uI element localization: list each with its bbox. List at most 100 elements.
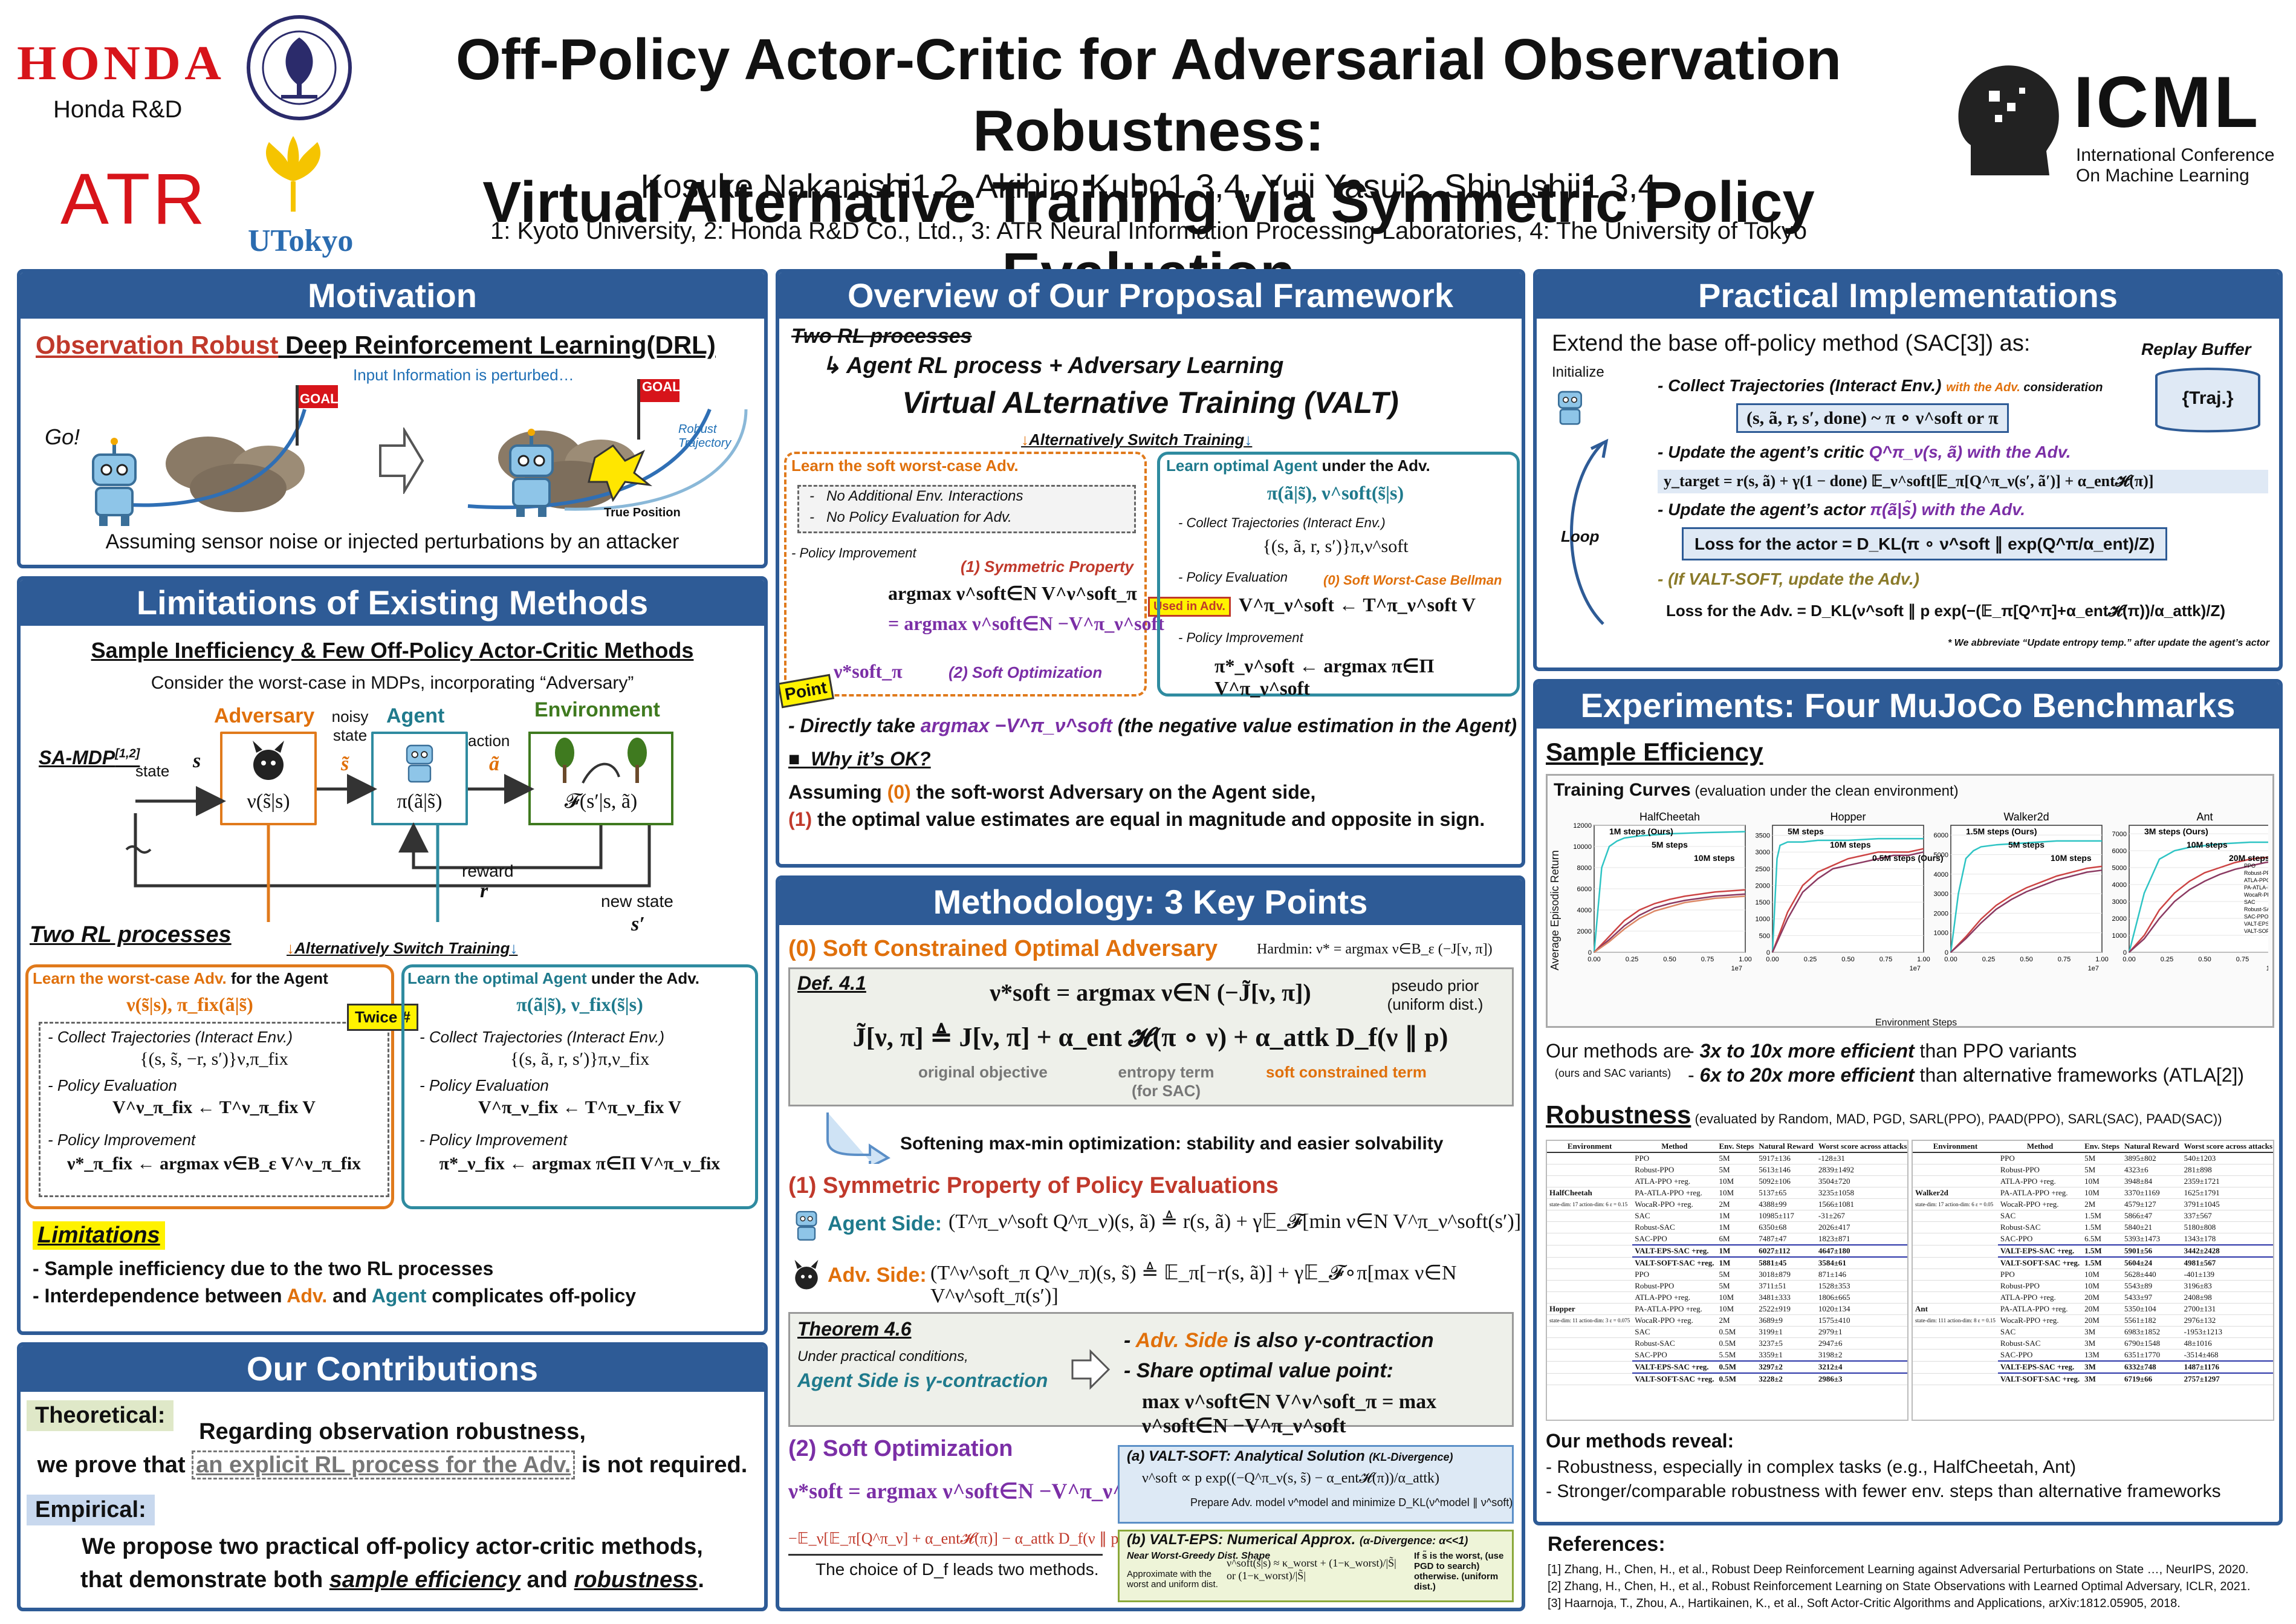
left-imp: ν*_π_fix ← argmax ν∈B_ε V^ν_π_fix bbox=[66, 1154, 362, 1174]
table-header: Worst score across attacks bbox=[1815, 1141, 1907, 1153]
table-cell bbox=[1913, 1326, 1998, 1338]
efficiency-result-1: - 3x to 10x more efficient than PPO vari… bbox=[1688, 1040, 2077, 1062]
y-tick-label: 0 bbox=[2123, 949, 2127, 957]
table-row: VALT-EPS-SAC +reg. 0.5M 3297±2 3212±4 bbox=[1547, 1360, 1907, 1374]
table-cell: 5350±104 bbox=[2121, 1303, 2182, 1315]
no-add-2-text: No Policy Evaluation for Adv. bbox=[826, 509, 1012, 525]
critic-b: Q^π_ν(s, ã) with the Adv. bbox=[1869, 443, 2071, 461]
table-cell bbox=[1547, 1349, 1633, 1362]
table-cell: 1M bbox=[1716, 1210, 1757, 1222]
contributions-heading: Our Contributions bbox=[21, 1346, 764, 1392]
assume1-a: Assuming bbox=[788, 781, 887, 803]
table-cell: 2M bbox=[2082, 1198, 2122, 1210]
motivation-heading: Motivation bbox=[21, 273, 764, 319]
table-cell: 5M bbox=[1716, 1152, 1757, 1164]
soft-constrained-label: soft constrained term bbox=[1266, 1063, 1427, 1081]
def-eq-2: J̃[ν, π] ≜ J[ν, π] + α_ent 𝓗(π ∘ ν) + α_… bbox=[852, 1022, 1448, 1052]
legend-entry: PPO bbox=[2244, 863, 2255, 869]
table-cell: 6350±68 bbox=[1756, 1221, 1816, 1233]
y-tick-label: 6000 bbox=[1577, 886, 1592, 893]
table-cell: 2359±1721 bbox=[2181, 1175, 2273, 1187]
directly-b: argmax −V^π_ν^soft bbox=[920, 715, 1112, 736]
table-cell: 6790±1548 bbox=[2121, 1337, 2182, 1350]
table-row: Robust-SAC 1.5M 5840±21 5180±808 bbox=[1913, 1221, 2273, 1233]
x-tick-label: 0.50 bbox=[1841, 956, 1854, 963]
chart-annotation: 0.5M steps (Ours) bbox=[1872, 853, 1943, 863]
robustness-sub: (evaluated by Random, MAD, PGD, SARL(PPO… bbox=[1691, 1111, 2222, 1126]
th-line2-b: an explicit RL process for the Adv. bbox=[192, 1450, 576, 1479]
table-cell bbox=[1913, 1233, 1998, 1246]
kyoto-university-seal bbox=[247, 15, 352, 120]
table-cell bbox=[1547, 1291, 1633, 1304]
table-row: SAC 1.5M 5866±47 337±567 bbox=[1913, 1210, 2273, 1222]
table-cell: 5840±21 bbox=[2121, 1221, 2182, 1233]
table-cell bbox=[1913, 1245, 1998, 1258]
valt-soft-box bbox=[1118, 1445, 1514, 1524]
valt-eps-eq: ν^soft(s̃|s) ≈ κ_worst + (1−κ_worst)/|S̃… bbox=[1227, 1557, 1396, 1582]
table-cell: Robust-SAC bbox=[1632, 1221, 1717, 1233]
table-cell bbox=[1913, 1152, 1998, 1164]
experiments-panel: Experiments: Four MuJoCo Benchmarks Samp… bbox=[1533, 679, 2283, 1525]
devil-icon bbox=[794, 1259, 819, 1290]
training-curves-charts: HalfCheetah0200040006000800010000120000.… bbox=[1573, 811, 2268, 972]
table-cell: 3196±83 bbox=[2181, 1280, 2273, 1292]
x-tick-label: 0.75 bbox=[2236, 956, 2249, 963]
table-cell: 10M bbox=[2082, 1268, 2122, 1281]
table-cell bbox=[1547, 1175, 1633, 1187]
valt-eps-approx: Approximate with the worst and uniform d… bbox=[1127, 1569, 1218, 1590]
table-cell: 1.5M bbox=[2082, 1256, 2122, 1269]
icml-head-icon bbox=[1958, 65, 2059, 175]
atr-logo: ATR bbox=[60, 158, 208, 239]
chart-annotation: 1.5M steps (Ours) bbox=[1966, 827, 2037, 836]
table-cell: 6027±112 bbox=[1756, 1244, 1816, 1258]
y-tick-label: 1000 bbox=[2112, 932, 2127, 940]
table-cell: 3228±2 bbox=[1756, 1372, 1816, 1385]
table-cell: 3199±1 bbox=[1756, 1326, 1816, 1338]
table-cell: PA-ATLA-PPO +reg. bbox=[1632, 1187, 1717, 1199]
y-tick-label: 5000 bbox=[2112, 865, 2127, 872]
table-cell: 337±567 bbox=[2181, 1210, 2273, 1222]
x-tick-label: 0.75 bbox=[1879, 956, 1892, 963]
clean-scene bbox=[105, 385, 338, 512]
actor-b: π(ã|s̃) with the Adv. bbox=[1870, 500, 2026, 519]
empirical-line-2: that demonstrate both sample efficiency … bbox=[21, 1567, 764, 1593]
table-cell bbox=[1547, 1152, 1633, 1164]
table-cell: state-dim: 11 action-dim: 3 ε = 0.075 bbox=[1547, 1314, 1633, 1327]
theorem-eq: max ν^soft∈N V^ν^soft_π = max ν^soft∈N −… bbox=[1142, 1391, 1437, 1437]
table-cell: -1953±1213 bbox=[2181, 1326, 2273, 1338]
table-cell: ATLA-PPO +reg. bbox=[1997, 1175, 2083, 1187]
table-cell: 2M bbox=[1716, 1198, 1757, 1210]
references-title: References: bbox=[1548, 1533, 1665, 1556]
table-header: Method bbox=[1632, 1141, 1717, 1153]
hardmin-eq: Hardmin: ν* = argmax ν∈B_ε (−J[ν, π]) bbox=[1257, 941, 1493, 957]
chart-annotation: 5M steps bbox=[1652, 840, 1688, 849]
table-cell: 1575±410 bbox=[1815, 1314, 1907, 1327]
consider-text: Consider the worst-case in MDPs, incorpo… bbox=[151, 673, 634, 693]
reference-1: [1] Zhang, H., Chen, H., et al., Robust … bbox=[1548, 1563, 2249, 1576]
table-cell: Robust-PPO bbox=[1632, 1280, 1717, 1292]
valt-eps-title-text: (b) VALT-EPS: Numerical Approx. bbox=[1127, 1531, 1356, 1548]
table-cell: 10M bbox=[1716, 1291, 1757, 1304]
efficiency-result-2: - 6x to 20x more efficient than alternat… bbox=[1688, 1064, 2244, 1086]
table-cell bbox=[1547, 1233, 1633, 1246]
series-line bbox=[1594, 895, 1746, 953]
table-cell: SAC-PPO bbox=[1632, 1233, 1717, 1246]
table-cell: -128±31 bbox=[1815, 1152, 1907, 1164]
table-cell: VALT-SOFT-SAC +reg. bbox=[1997, 1372, 2083, 1385]
environment-icon bbox=[555, 738, 647, 784]
replay-buffer-label: Replay Buffer bbox=[2141, 340, 2251, 359]
reveal-2: - Stronger/comparable robustness with fe… bbox=[1546, 1481, 2221, 1501]
table-cell: 5613±146 bbox=[1756, 1164, 1816, 1176]
soft-worst-adv-box bbox=[784, 452, 1147, 697]
series-line bbox=[1950, 865, 2103, 953]
table-cell: 2979±1 bbox=[1815, 1326, 1907, 1338]
motivation-caption: Assuming sensor noise or injected pertur… bbox=[105, 530, 679, 553]
table-row: ATLA-PPO +reg. 10M 3481±333 1806±665 bbox=[1547, 1291, 1907, 1304]
em-line2-e: . bbox=[698, 1567, 704, 1593]
table-cell: 3235±1058 bbox=[1815, 1187, 1907, 1199]
legend-entry: ATLA-PPO bbox=[2244, 877, 2268, 883]
table-row: VALT-SOFT-SAC +reg. 1M 5881±45 3584±61 bbox=[1547, 1256, 1907, 1269]
robustness-table-left: Environment Method Env. Steps Natural Rewar… bbox=[1546, 1140, 1908, 1421]
y-tick-label: 2000 bbox=[1756, 882, 1770, 889]
res1-a: - bbox=[1688, 1040, 1700, 1062]
